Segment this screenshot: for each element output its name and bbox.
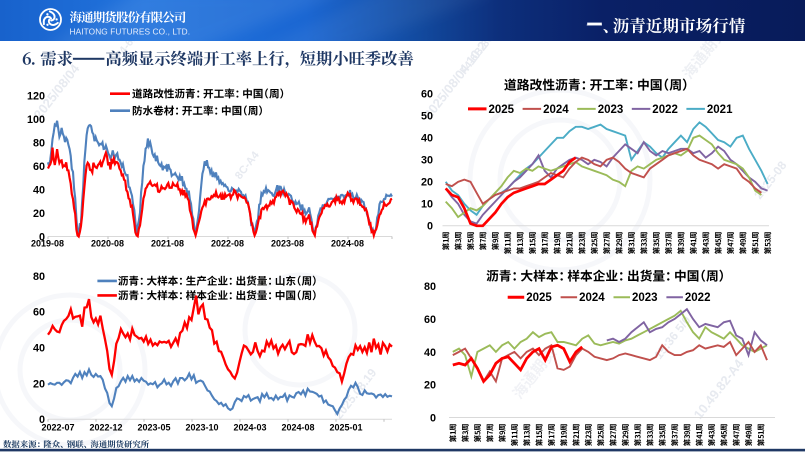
svg-text:2025: 2025 [526,292,552,304]
svg-text:HAITONG FUTURES CO., LTD.: HAITONG FUTURES CO., LTD. [70,27,191,37]
svg-text:2023-05: 2023-05 [137,423,170,433]
svg-text:60: 60 [421,89,433,101]
svg-text:0: 0 [430,412,436,424]
svg-text:20: 20 [33,378,45,390]
svg-text:40: 40 [421,133,433,145]
svg-text:100: 100 [27,114,45,126]
svg-text:2022: 2022 [685,292,711,304]
svg-text:60: 60 [424,314,436,326]
svg-text:20: 20 [33,208,45,220]
svg-text:2022: 2022 [652,104,678,116]
svg-text:80: 80 [33,137,45,149]
svg-text:40: 40 [33,343,45,355]
svg-text:2022-12: 2022-12 [89,423,122,433]
svg-text:2020-08: 2020-08 [91,239,124,249]
svg-text:2022-07: 2022-07 [41,423,74,433]
svg-text:20: 20 [421,177,433,189]
svg-text:2023: 2023 [598,104,624,116]
svg-text:20: 20 [424,380,436,392]
svg-text:2024-08: 2024-08 [331,239,364,249]
svg-text:10.49.82-A4: 10.49.82-A4 [691,356,747,422]
svg-text:0: 0 [39,231,45,243]
svg-text:2025-01: 2025-01 [329,423,362,433]
svg-text:0: 0 [427,221,433,233]
svg-text:40: 40 [33,184,45,196]
svg-text:10: 10 [421,199,433,211]
svg-text:2025: 2025 [489,104,515,116]
svg-text:50: 50 [421,111,433,123]
svg-text:8C-A4: 8C-A4 [233,149,263,182]
svg-text:80: 80 [33,271,45,283]
svg-text:2024: 2024 [543,104,569,116]
svg-text:2021: 2021 [707,104,733,116]
svg-text:2024-08: 2024-08 [281,423,314,433]
svg-text:40: 40 [424,347,436,359]
svg-text:80: 80 [424,281,436,293]
svg-text:120: 120 [27,90,45,102]
svg-text:2023: 2023 [632,292,658,304]
svg-text:30: 30 [421,155,433,167]
svg-text:2021-08: 2021-08 [151,239,184,249]
svg-text:60: 60 [33,307,45,319]
svg-text:2023-08: 2023-08 [271,239,304,249]
svg-text:2024: 2024 [579,292,605,304]
svg-text:2019-08: 2019-08 [31,239,64,249]
svg-text:2022-08: 2022-08 [211,239,244,249]
svg-text:0: 0 [39,414,45,426]
svg-text:2023-10: 2023-10 [185,423,218,433]
svg-text:60: 60 [33,161,45,173]
svg-text:2024-03: 2024-03 [233,423,266,433]
